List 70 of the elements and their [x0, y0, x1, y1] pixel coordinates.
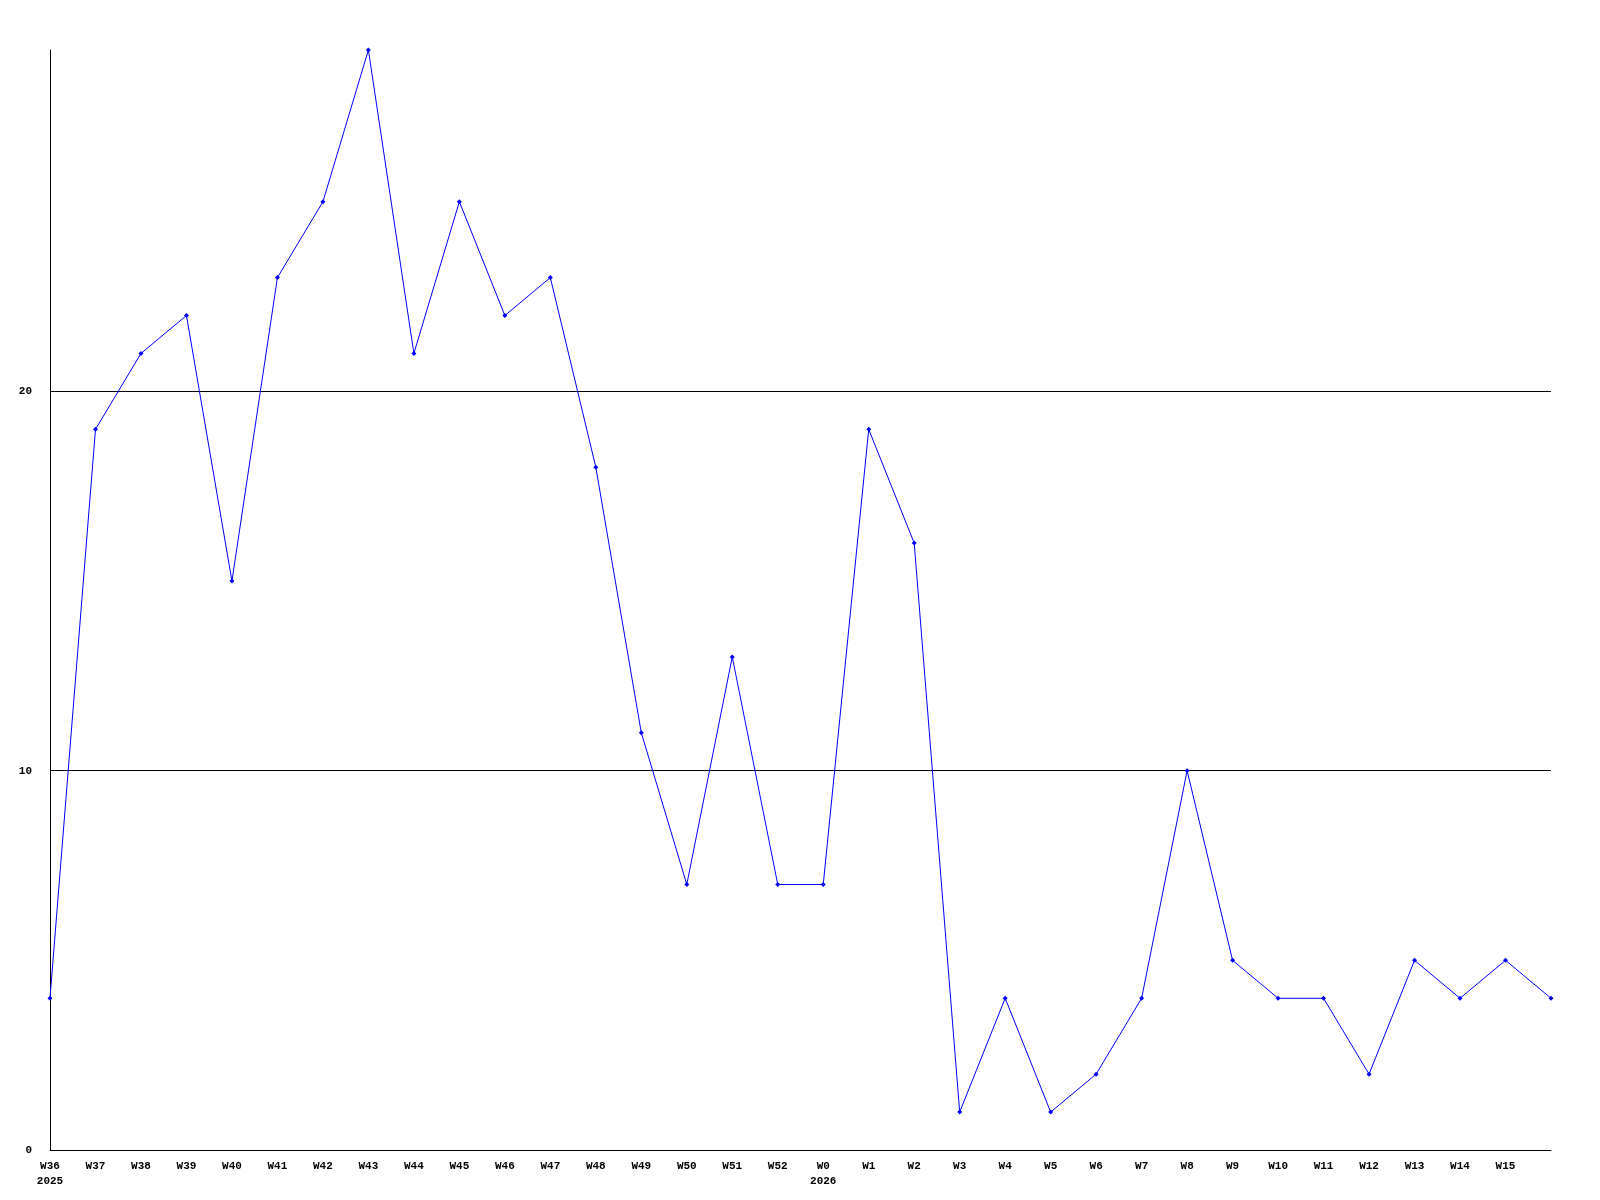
point: [1048, 1109, 1054, 1115]
point: [365, 47, 371, 53]
point: [92, 426, 98, 432]
x-tick-label: W13: [1404, 1159, 1425, 1172]
point: [502, 313, 508, 319]
x-tick-label: W50: [676, 1159, 697, 1172]
point: [911, 540, 917, 546]
point: [1457, 995, 1463, 1001]
point: [593, 464, 599, 470]
point: [1002, 995, 1008, 1001]
x-tick-label: W1: [862, 1159, 876, 1172]
x-tick-label: W4: [998, 1159, 1013, 1172]
point: [1230, 957, 1236, 963]
point: [1548, 995, 1554, 1001]
point: [320, 199, 326, 205]
x-tick-label: W2: [907, 1159, 921, 1172]
x-tick-label: W47: [540, 1159, 561, 1172]
x-tick-label: W43: [358, 1159, 379, 1172]
y-tick-label: 0: [25, 1144, 32, 1156]
point: [138, 350, 144, 356]
x-tick-label: W15: [1495, 1159, 1516, 1172]
point: [411, 350, 417, 356]
x-tick-label: W37: [85, 1159, 106, 1172]
point: [957, 1109, 963, 1115]
x-tick-label: W0 2026: [810, 1159, 837, 1187]
x-tick-label: W9: [1226, 1159, 1240, 1172]
y-tick-label: 10: [18, 764, 32, 777]
x-tick-label: W42: [313, 1159, 333, 1172]
point: [1093, 1071, 1099, 1077]
x-tick-label: W6: [1089, 1159, 1103, 1172]
x-tick-label: W12: [1359, 1159, 1379, 1172]
x-tick-label: W5: [1044, 1159, 1058, 1172]
point: [1412, 957, 1418, 963]
point: [775, 881, 781, 887]
point: [229, 578, 235, 584]
x-tick-label: W45: [449, 1159, 470, 1172]
x-tick-label: W46: [494, 1159, 515, 1172]
point: [866, 426, 872, 432]
x-tick-label: W8: [1180, 1159, 1195, 1172]
x-tick-label: W10: [1268, 1159, 1288, 1172]
point: [729, 654, 735, 660]
point: [274, 275, 280, 281]
x-tick-label: W51: [722, 1159, 743, 1172]
x-tick-label: W44: [403, 1159, 425, 1172]
x-tick-label: W11: [1313, 1159, 1334, 1172]
point: [820, 881, 826, 887]
point: [47, 995, 53, 1001]
x-tick-label: W38: [131, 1159, 152, 1172]
point: [456, 199, 462, 205]
point: [638, 730, 644, 736]
point: [1321, 995, 1327, 1001]
point: [1503, 957, 1509, 963]
point: [1139, 995, 1145, 1001]
x-tick-label: W41: [267, 1159, 288, 1172]
x-tick-label: W52: [767, 1159, 788, 1172]
x-tick-label: W40: [222, 1159, 242, 1172]
x-tick-label: W39: [176, 1159, 197, 1172]
point: [547, 275, 553, 281]
point: [1275, 995, 1281, 1001]
x-tick-label: W36 2025: [36, 1159, 64, 1187]
y-tick-label: 20: [18, 385, 32, 398]
point: [684, 881, 690, 887]
point: [1184, 768, 1190, 774]
point: [183, 313, 189, 319]
point: [1366, 1071, 1372, 1077]
x-tick-label: W7: [1135, 1159, 1149, 1172]
x-tick-label: W48: [585, 1159, 607, 1172]
x-tick-label: W14: [1450, 1159, 1471, 1172]
x-tick-label: W3: [953, 1159, 967, 1172]
x-tick-label: W49: [631, 1159, 652, 1172]
